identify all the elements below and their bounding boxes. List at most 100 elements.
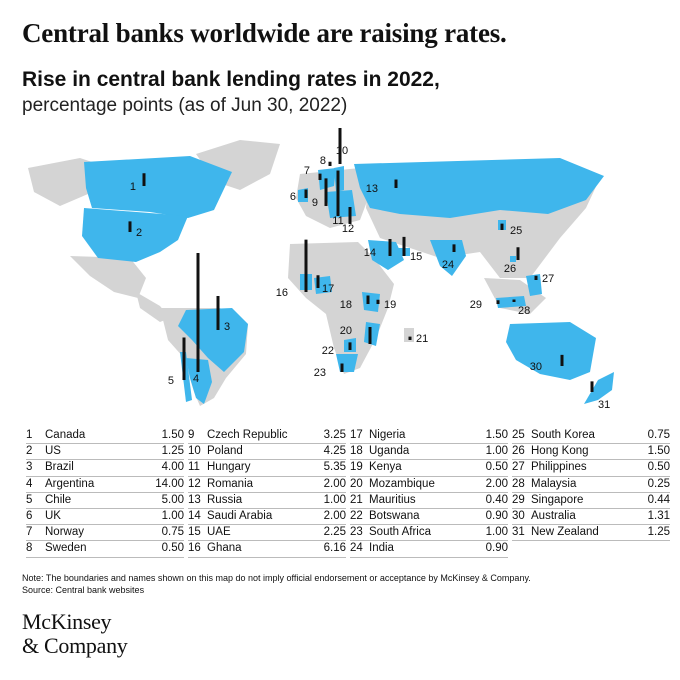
legend-row: 6 UK 1.00: [26, 509, 184, 526]
legend-country: Chile: [45, 493, 72, 506]
map-label: 23: [314, 367, 326, 379]
bar-uae: [402, 236, 406, 256]
bar-norway: [318, 173, 322, 180]
legend-country: Hong Kong: [531, 445, 589, 458]
legend-number: 22: [350, 509, 363, 522]
country-australia: [506, 322, 596, 380]
headline: Central banks worldwide are raising rate…: [22, 18, 507, 48]
legend-number: 28: [512, 477, 525, 490]
legend-column-2: 9 Czech Republic 3.25 10 Poland 4.25 11 Hungary…: [188, 428, 346, 558]
legend-value: 4.00: [161, 461, 184, 474]
legend-value: 1.25: [647, 526, 670, 539]
legend-row: 20 Mozambique 2.00: [350, 477, 508, 493]
legend-value: 0.50: [161, 542, 184, 555]
legend-value: 0.90: [485, 509, 508, 522]
bar-argentina: [196, 253, 200, 372]
legend-column-4: 25 South Korea 0.75 26 Hong Kong 1.50 27 Philip…: [512, 428, 670, 542]
bar-czech-republic: [324, 178, 328, 206]
map-label: 29: [470, 299, 482, 311]
legend-value: 2.25: [323, 526, 346, 539]
country-saudi-arabia: [368, 240, 404, 270]
bar-mauritius: [408, 336, 412, 340]
legend-row: 17 Nigeria 1.50: [350, 428, 508, 445]
map-label: 21: [416, 333, 428, 345]
mckinsey-logo: McKinsey & Company: [22, 609, 128, 658]
bar-ghana: [304, 239, 308, 292]
legend-value: 0.44: [647, 493, 670, 506]
legend-row: 4 Argentina 14.00: [26, 477, 184, 493]
legend-value: 0.75: [161, 526, 184, 539]
bar-australia: [560, 354, 564, 366]
country-hong-kong: [510, 256, 516, 262]
legend-row: 18 Uganda 1.00: [350, 444, 508, 461]
land-alaska: [28, 158, 92, 206]
legend-country: Mauritius: [369, 493, 416, 506]
map-label: 9: [312, 197, 318, 209]
bar-new-zealand: [590, 381, 594, 392]
legend-country: Australia: [531, 509, 576, 522]
legend-row: 25 South Korea 0.75: [512, 428, 670, 445]
bar-brazil: [216, 296, 220, 330]
legend-number: 11: [188, 461, 200, 474]
map-bars: [128, 128, 594, 392]
legend-value: 6.16: [323, 542, 346, 555]
country-canada: [84, 156, 232, 218]
map-label: 1: [130, 181, 136, 193]
legend-value: 4.25: [323, 445, 346, 458]
legend-row: 14 Saudi Arabia 2.00: [188, 509, 346, 526]
bar-south-korea: [500, 223, 504, 230]
map-label: 12: [342, 223, 354, 235]
legend-number: 26: [512, 445, 525, 458]
legend-country: Ghana: [207, 542, 242, 555]
legend-value: 1.00: [161, 509, 184, 522]
legend-value: 0.90: [485, 542, 508, 555]
legend-number: 7: [26, 526, 33, 539]
legend-number: 19: [350, 461, 363, 474]
legend-country: Argentina: [45, 477, 95, 490]
legend-country: Mozambique: [369, 477, 435, 490]
legend-number: 18: [350, 445, 363, 458]
legend-number: 10: [188, 445, 201, 458]
legend-country: Canada: [45, 429, 86, 441]
legend-number: 12: [188, 477, 201, 490]
legend-number: 15: [188, 526, 201, 539]
legend-country: Nigeria: [369, 429, 406, 441]
legend-value: 2.00: [485, 477, 508, 490]
legend-number: 20: [350, 477, 363, 490]
legend-value: 2.00: [323, 477, 346, 490]
bar-russia: [394, 179, 398, 188]
legend-value: 1.50: [485, 429, 508, 441]
bar-saudi-arabia: [388, 239, 392, 256]
legend-value: 1.00: [485, 526, 508, 539]
legend-number: 23: [350, 526, 363, 539]
legend-country: South Korea: [531, 429, 595, 441]
legend-number: 8: [26, 542, 33, 555]
legend-country: Poland: [207, 445, 243, 458]
legend-row: 19 Kenya 0.50: [350, 460, 508, 477]
bar-sweden: [328, 161, 332, 166]
legend-country: US: [45, 445, 61, 458]
legend-row: 11 Hungary 5.35: [188, 460, 346, 477]
legend-country: Czech Republic: [207, 429, 288, 441]
footnote: Note: The boundaries and names shown on …: [22, 572, 531, 596]
map-land: [28, 140, 614, 406]
map-label: 7: [304, 165, 310, 177]
legend-number: 27: [512, 461, 525, 474]
country-argentina: [186, 358, 212, 404]
bar-botswana: [348, 342, 352, 350]
legend-row: 9 Czech Republic 3.25: [188, 428, 346, 445]
chart-subtitle: Rise in central bank lending rates in 20…: [22, 68, 440, 91]
bar-uk: [304, 189, 308, 198]
land-mexico: [70, 256, 146, 298]
note-text: Note: The boundaries and names shown on …: [22, 573, 531, 583]
legend-row: 13 Russia 1.00: [188, 493, 346, 509]
legend-country: Uganda: [369, 445, 410, 458]
country-malaysia: [496, 296, 526, 308]
legend-value: 0.75: [647, 429, 670, 441]
legend-row: 23 South Africa 1.00: [350, 525, 508, 542]
legend-row: 2 US 1.25: [26, 444, 184, 461]
map-label: 24: [442, 259, 454, 271]
legend-country: India: [369, 542, 394, 555]
legend-row: 3 Brazil 4.00: [26, 460, 184, 477]
logo-line-1: McKinsey: [22, 609, 112, 634]
